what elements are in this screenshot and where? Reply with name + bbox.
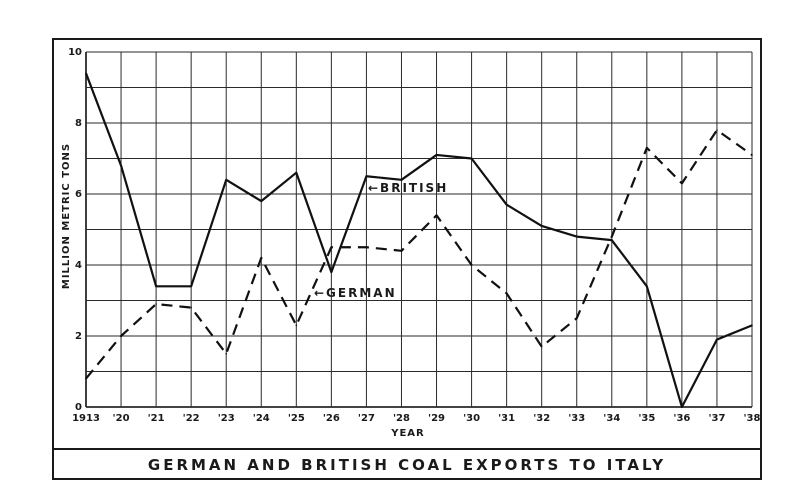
data-point-british xyxy=(260,200,263,202)
data-point-german xyxy=(155,303,157,305)
x-tick-label: '24 xyxy=(253,413,270,424)
data-point-german xyxy=(470,264,473,266)
data-point-german xyxy=(190,306,192,309)
data-point-british xyxy=(681,406,683,408)
data-point-british xyxy=(716,338,718,341)
x-tick-label: '27 xyxy=(358,413,375,424)
data-point-german xyxy=(610,235,613,238)
x-tick-label: '37 xyxy=(708,413,725,424)
x-tick-label: '22 xyxy=(183,413,200,424)
data-point-british xyxy=(330,271,333,273)
series-line-german xyxy=(85,129,753,380)
data-point-german xyxy=(260,257,263,259)
tick-labels: 1913 '20 '21 '22 '23 '24 '25 '26 '27 '28 '29 '30 '31… xyxy=(68,47,760,424)
data-point-british xyxy=(505,203,508,206)
data-point-german xyxy=(85,377,87,380)
data-point-german xyxy=(646,147,648,149)
data-point-german xyxy=(330,246,333,249)
series-layer xyxy=(84,72,753,409)
british-annotation: ←BRITISH xyxy=(368,181,448,195)
x-axis-label: YEAR xyxy=(390,428,425,439)
data-point-british xyxy=(400,179,403,181)
x-tick-label: '35 xyxy=(638,413,655,424)
chart-title: GERMAN AND BRITISH COAL EXPORTS TO ITALY xyxy=(147,456,667,474)
data-point-british xyxy=(225,179,228,181)
caption-box xyxy=(52,448,762,480)
data-point-british xyxy=(470,157,473,160)
data-point-german xyxy=(681,182,683,185)
data-point-german xyxy=(295,324,298,327)
data-point-german xyxy=(505,292,508,295)
data-point-british xyxy=(120,164,122,167)
data-point-british xyxy=(540,225,543,227)
x-tick-label: '34 xyxy=(603,413,620,424)
data-point-german xyxy=(540,345,543,348)
data-point-german xyxy=(225,352,228,355)
x-tick-label: '30 xyxy=(463,413,480,424)
x-tick-label: '20 xyxy=(113,413,130,424)
x-tick-label: '21 xyxy=(148,413,165,424)
data-point-german xyxy=(435,214,438,217)
y-tick-label: 4 xyxy=(75,260,82,271)
y-axis-label: MILLION METRIC TONS xyxy=(61,143,72,289)
x-tick-label: '25 xyxy=(288,413,305,424)
data-point-british xyxy=(365,175,368,178)
data-point-british xyxy=(646,285,648,288)
x-tick-label: '23 xyxy=(218,413,235,424)
data-point-british xyxy=(295,171,298,174)
data-point-german xyxy=(400,250,403,252)
series-line-british xyxy=(84,72,753,409)
data-point-german xyxy=(575,317,578,320)
x-tick-label: '38 xyxy=(744,413,761,424)
y-tick-label: 8 xyxy=(75,118,82,129)
x-tick-label: 1913 xyxy=(72,413,100,424)
y-tick-label: 10 xyxy=(68,47,82,58)
grid xyxy=(85,51,753,408)
data-point-british xyxy=(610,239,613,241)
x-tick-label: '33 xyxy=(568,413,585,424)
data-point-british xyxy=(435,154,438,156)
x-tick-label: '32 xyxy=(533,413,550,424)
data-point-british xyxy=(751,324,753,327)
x-tick-label: '26 xyxy=(323,413,340,424)
x-tick-label: '29 xyxy=(428,413,445,424)
data-point-british xyxy=(85,72,87,75)
chart-frame xyxy=(52,38,762,480)
data-point-british xyxy=(155,285,157,288)
x-tick-label: '31 xyxy=(498,413,515,424)
x-tick-label: '28 xyxy=(393,413,410,424)
y-tick-label: 2 xyxy=(75,331,82,342)
y-tick-label: 6 xyxy=(75,189,82,200)
y-tick-label: 0 xyxy=(75,402,82,413)
data-point-german xyxy=(716,129,718,131)
x-tick-label: '36 xyxy=(673,413,690,424)
data-point-german xyxy=(365,246,368,249)
data-point-british xyxy=(575,235,578,238)
data-point-german xyxy=(751,154,753,156)
data-point-german xyxy=(120,335,122,337)
german-annotation: ←GERMAN xyxy=(314,286,397,300)
data-point-british xyxy=(190,285,192,288)
